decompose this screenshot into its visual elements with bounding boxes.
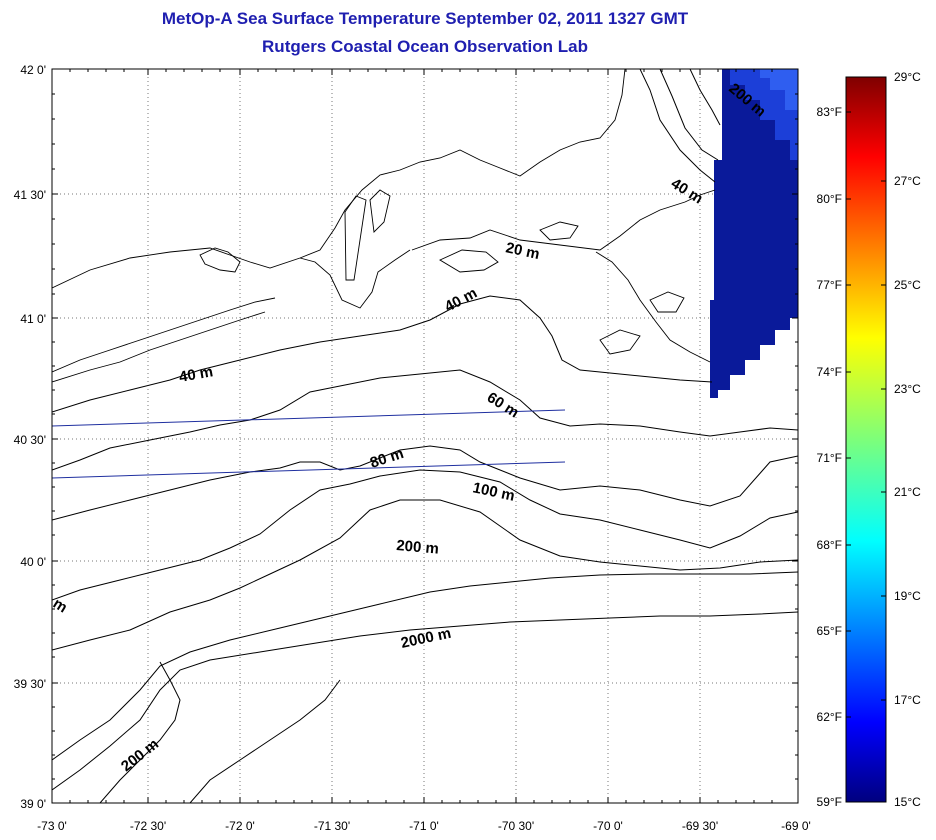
lat-label: 39 0' bbox=[20, 797, 46, 811]
contour-label-2000m: 2000 m bbox=[399, 625, 452, 652]
colorbar: 83°F 80°F 77°F 74°F 71°F 68°F 65°F 62°F … bbox=[817, 70, 922, 809]
contour-label-40m-c: 40 m bbox=[668, 175, 706, 208]
colorbar-gradient bbox=[845, 76, 887, 803]
sst-patch bbox=[710, 69, 798, 398]
lon-labels: -73 0' -72 30' -72 0' -71 30' -71 0' -70… bbox=[37, 819, 811, 833]
colorbar-f-label: 68°F bbox=[817, 538, 842, 552]
contour-label-200m-a: 200 m bbox=[396, 537, 440, 558]
contour-label-100m: 100 m bbox=[471, 479, 516, 504]
colorbar-f-label: 59°F bbox=[817, 795, 842, 809]
map-subtitle: Rutgers Coastal Ocean Observation Lab bbox=[262, 37, 588, 56]
contour-label-40m-a: 40 m bbox=[442, 284, 480, 315]
map-frame bbox=[51, 68, 799, 804]
lat-label: 42 0' bbox=[20, 63, 46, 77]
contour-label-edge: m bbox=[50, 595, 70, 616]
map-grid bbox=[52, 69, 798, 803]
lon-label: -70 0' bbox=[593, 819, 623, 833]
contour-label-200m-c: 200 m bbox=[118, 736, 162, 776]
lon-label: -71 0' bbox=[409, 819, 439, 833]
colorbar-f-label: 77°F bbox=[817, 278, 842, 292]
lat-label: 41 30' bbox=[14, 188, 46, 202]
contour-label-20m: 20 m bbox=[504, 239, 541, 263]
colorbar-c-label: 29°C bbox=[894, 70, 921, 84]
colorbar-c-label: 15°C bbox=[894, 795, 921, 809]
lat-label: 40 0' bbox=[20, 555, 46, 569]
colorbar-f-label: 65°F bbox=[817, 624, 842, 638]
colorbar-f-label: 62°F bbox=[817, 710, 842, 724]
lon-label: -69 30' bbox=[682, 819, 718, 833]
track-lines bbox=[52, 409, 566, 479]
lon-label: -73 0' bbox=[37, 819, 67, 833]
lat-label: 41 0' bbox=[20, 312, 46, 326]
colorbar-c-label: 25°C bbox=[894, 278, 921, 292]
lon-label: -72 0' bbox=[225, 819, 255, 833]
lon-label: -71 30' bbox=[314, 819, 350, 833]
colorbar-c-label: 21°C bbox=[894, 485, 921, 499]
lat-label: 40 30' bbox=[14, 433, 46, 447]
depth-contours bbox=[52, 69, 798, 803]
colorbar-c-label: 27°C bbox=[894, 174, 921, 188]
map-ticks bbox=[51, 68, 799, 804]
coastline bbox=[52, 69, 716, 383]
colorbar-c-label: 19°C bbox=[894, 589, 921, 603]
colorbar-c-label: 17°C bbox=[894, 693, 921, 707]
colorbar-f-label: 83°F bbox=[817, 105, 842, 119]
lat-label: 39 30' bbox=[14, 677, 46, 691]
colorbar-f-label: 80°F bbox=[817, 192, 842, 206]
colorbar-c-label: 23°C bbox=[894, 382, 921, 396]
colorbar-f-label: 74°F bbox=[817, 365, 842, 379]
map-title: MetOp-A Sea Surface Temperature Septembe… bbox=[161, 9, 689, 28]
lat-labels: 42 0' 41 30' 41 0' 40 30' 40 0' 39 30' 3… bbox=[14, 63, 46, 811]
lon-label: -72 30' bbox=[130, 819, 166, 833]
contour-label-40m-b: 40 m bbox=[178, 363, 215, 386]
lon-label: -69 0' bbox=[781, 819, 811, 833]
colorbar-f-label: 71°F bbox=[817, 451, 842, 465]
lon-label: -70 30' bbox=[498, 819, 534, 833]
contour-labels: 20 m 40 m 40 m 40 m 60 m 80 m 100 m 200 … bbox=[50, 80, 769, 775]
